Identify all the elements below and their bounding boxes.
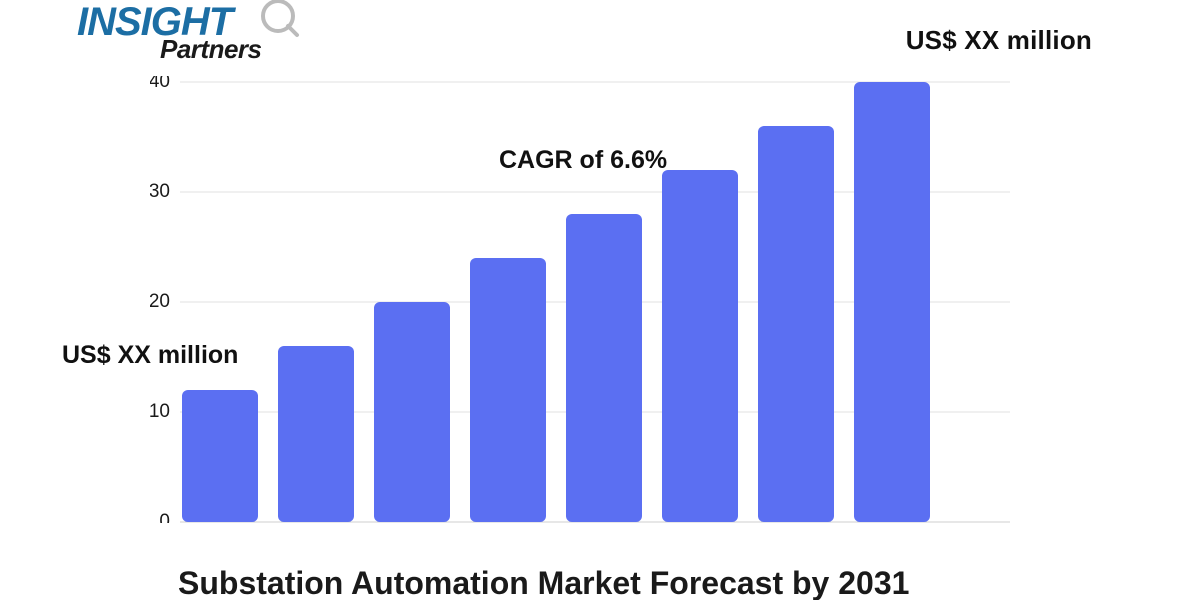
svg-text:30: 30 xyxy=(150,181,170,202)
svg-text:10: 10 xyxy=(150,401,170,422)
svg-text:20: 20 xyxy=(150,291,170,312)
svg-text:0: 0 xyxy=(159,511,170,523)
svg-text:40: 40 xyxy=(150,76,170,92)
